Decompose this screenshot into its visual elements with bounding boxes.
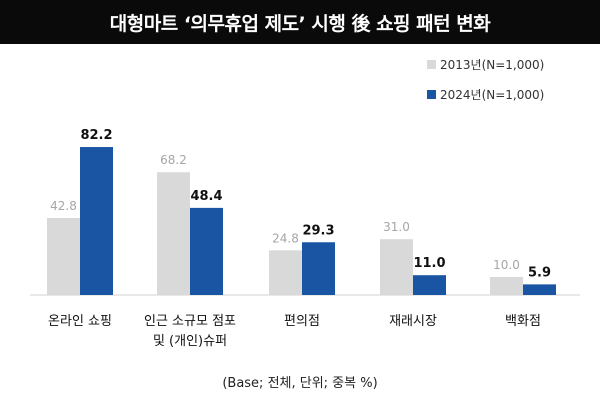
bar-chart: 42.8 82.2 온라인 쇼핑 68.2 48.4 인근 소규모 점포및 (개인)슈퍼 2… [30,58,580,349]
chart-title: 대형마트 ‘의무휴업 제도’ 시행 後 쇼핑 패턴 변화 [0,0,600,44]
value-label-2013-0: 42.8 [50,199,77,213]
bar-2024-3 [413,275,446,295]
category-label-2: 편의점 [284,314,320,329]
bar-2013-4 [490,277,523,295]
bar-2024-1 [190,207,223,295]
legend-swatch-1 [427,90,436,99]
value-label-2024-4: 5.9 [528,265,551,280]
bar-2013-3 [380,239,413,295]
legend-label-0: 2013년(N=1,000) [440,58,544,72]
bar-2024-2 [302,242,335,295]
category-label-4: 백화점 [505,314,541,329]
value-label-2024-2: 29.3 [302,223,334,238]
bar-2024-4 [523,284,556,295]
category-label-3: 재래시장 [389,314,437,329]
value-label-2024-3: 11.0 [413,256,445,271]
category-label-1: 인근 소규모 점포 [144,314,236,329]
value-label-2024-0: 82.2 [80,128,112,143]
category-label-0: 온라인 쇼핑 [48,314,112,329]
value-label-2013-1: 68.2 [160,153,187,167]
bar-2024-0 [80,147,113,295]
category-label-1-line2: 및 (개인)슈퍼 [153,334,227,349]
value-label-2013-4: 10.0 [493,258,520,272]
bar-2013-2 [269,250,302,295]
legend-swatch-0 [427,60,436,69]
value-label-2013-2: 24.8 [272,231,299,245]
footnote: (Base; 전체, 단위; 중복 %) [222,376,378,391]
bar-2013-0 [47,217,80,295]
bar-2013-1 [157,172,190,295]
value-label-2013-3: 31.0 [383,220,410,234]
legend-label-1: 2024년(N=1,000) [440,88,544,102]
value-label-2024-1: 48.4 [190,189,222,204]
